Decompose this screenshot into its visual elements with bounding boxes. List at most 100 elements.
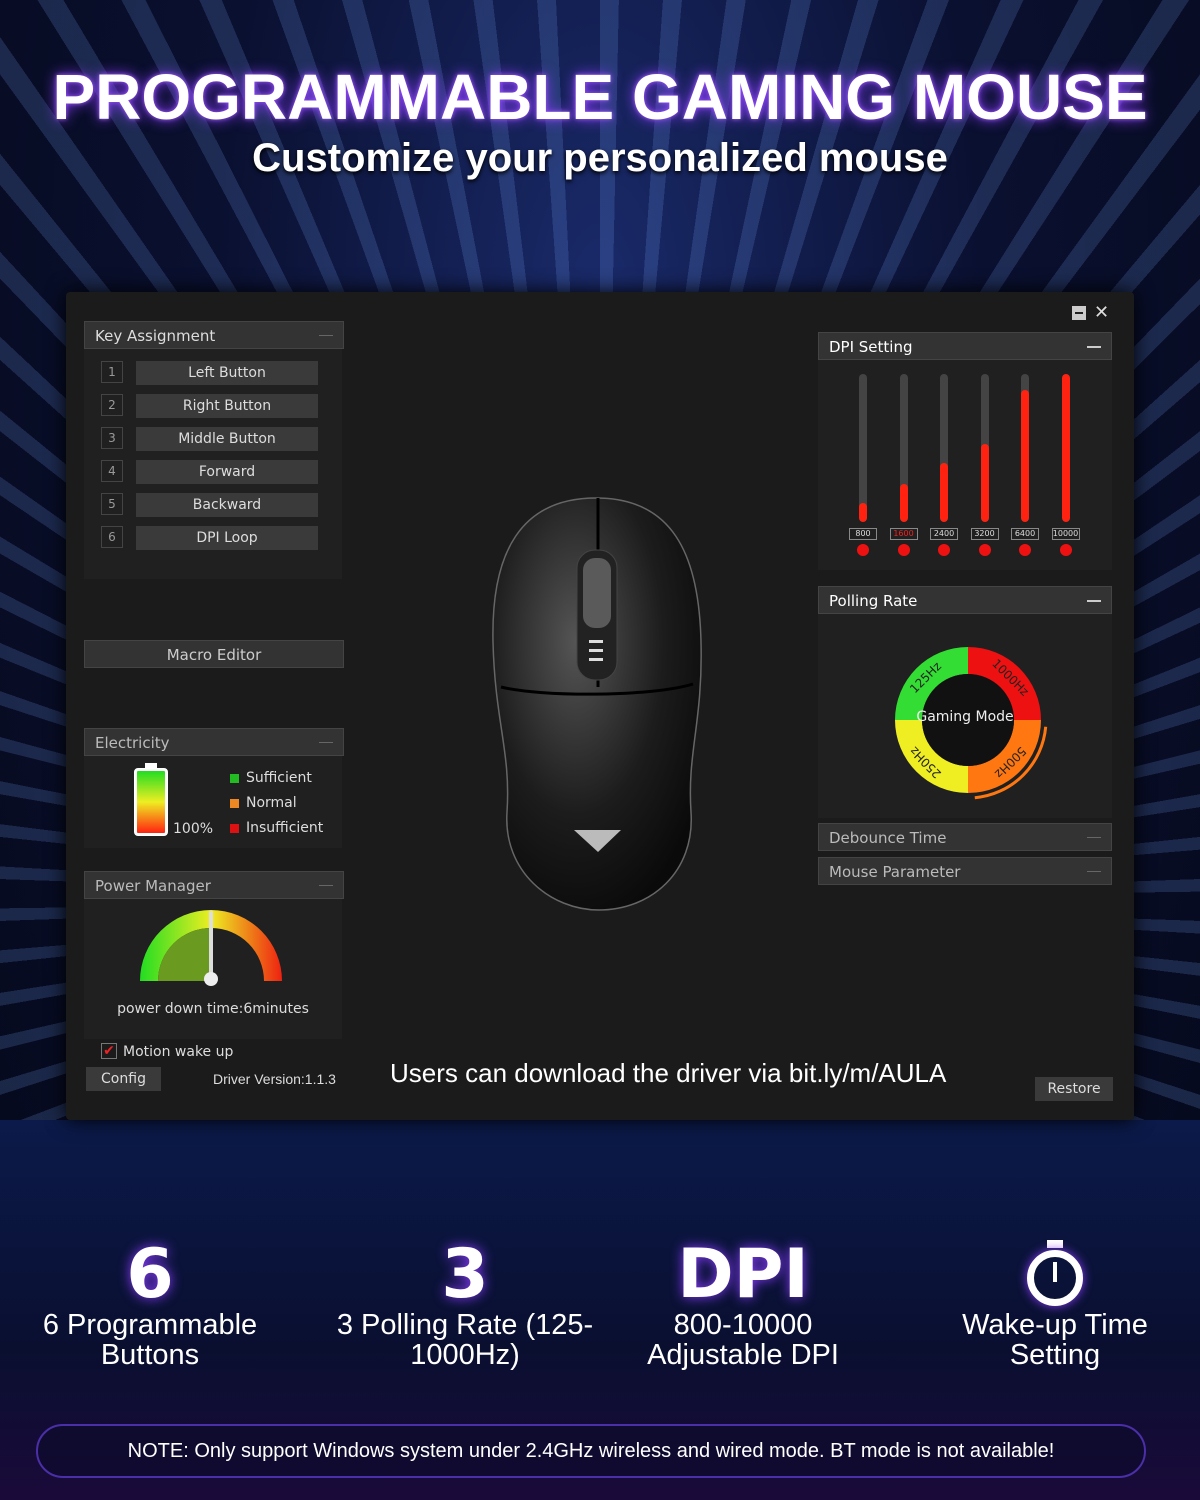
dpi-select-dot[interactable]	[1059, 544, 1072, 556]
ring-center	[922, 674, 1014, 766]
page-subtitle: Customize your personalized mouse	[252, 136, 948, 180]
dpi-slider-fill	[859, 502, 867, 522]
key-assignment-button[interactable]: Backward	[136, 493, 318, 517]
battery-icon	[134, 768, 168, 836]
collapse-icon	[319, 885, 333, 886]
polling-segment-1000Hz[interactable]	[968, 647, 1041, 720]
feature-number: 6	[126, 1235, 174, 1314]
key-assignment-button[interactable]: Left Button	[136, 361, 318, 385]
legend-label: Insufficient	[246, 820, 324, 836]
restore-button[interactable]: Restore	[1035, 1077, 1113, 1101]
dpi-slider-fill	[899, 483, 908, 522]
polling-segment-250Hz[interactable]	[895, 720, 968, 793]
dpi-value-label[interactable]: 800	[849, 528, 877, 540]
legend-swatch	[230, 824, 239, 833]
electricity-header[interactable]: Electricity	[84, 728, 344, 756]
motion-wake-label: Motion wake up	[123, 1044, 234, 1060]
polling-segment-125Hz[interactable]	[895, 647, 968, 720]
dpi-slider[interactable]	[980, 374, 989, 522]
dpi-select-dot[interactable]	[938, 544, 950, 556]
electricity-title: Electricity	[95, 734, 170, 752]
collapse-icon	[319, 335, 333, 336]
dpi-slider-fill	[980, 443, 989, 522]
power-gauge[interactable]	[136, 903, 286, 987]
collapse-icon	[1087, 871, 1101, 872]
dpi-slider[interactable]	[1061, 374, 1070, 522]
collapse-icon	[1087, 346, 1101, 348]
key-number: 1	[101, 361, 123, 383]
dpi-slider-fill	[1061, 374, 1070, 522]
collapse-icon	[319, 742, 333, 743]
dpi-slider[interactable]	[859, 374, 867, 522]
aula-logo	[574, 830, 621, 852]
minus-icon	[1075, 312, 1083, 314]
dpi-select-dot[interactable]	[857, 544, 869, 556]
battery-percent: 100%	[173, 821, 214, 837]
feature-number: DPI	[677, 1235, 809, 1314]
key-assignment-panel: 1 Left Button 2 Right Button 3 Middle Button 4…	[84, 349, 342, 579]
mouse-parameter-header[interactable]: Mouse Parameter	[818, 857, 1112, 885]
feature-text: 6 Programmable Buttons	[42, 1309, 258, 1371]
download-note: Users can download the driver via bit.ly…	[390, 1058, 947, 1088]
dpi-slider[interactable]	[940, 374, 948, 522]
dpi-panel: 800 1600 2400 3200 6400 10000	[818, 360, 1112, 570]
config-button[interactable]: Config	[86, 1067, 161, 1091]
dpi-select-dot[interactable]	[1019, 544, 1031, 556]
key-assignment-button[interactable]: Forward	[136, 460, 318, 484]
key-number: 6	[101, 526, 123, 548]
legend-swatch	[230, 774, 239, 783]
polling-center-label: Gaming Mode	[916, 709, 1014, 725]
compatibility-note: NOTE: Only support Windows system under …	[36, 1424, 1146, 1478]
key-assignment-button[interactable]: Middle Button	[136, 427, 318, 451]
stopwatch-icon	[1025, 1240, 1085, 1306]
gauge-needle	[209, 911, 213, 981]
polling-rate-header[interactable]: Polling Rate	[818, 586, 1112, 614]
key-assignment-title: Key Assignment	[95, 327, 216, 345]
legend-swatch	[230, 799, 239, 808]
macro-editor-button[interactable]: Macro Editor	[84, 640, 344, 668]
dpi-slider-fill	[940, 462, 948, 522]
feature-text: 3 Polling Rate (125-1000Hz)	[336, 1309, 594, 1371]
dpi-setting-header[interactable]: DPI Setting	[818, 332, 1112, 360]
dpi-value-label[interactable]: 3200	[970, 528, 999, 540]
close-button[interactable]: ✕	[1094, 302, 1110, 323]
key-number: 2	[101, 394, 123, 416]
dpi-slider[interactable]	[1021, 374, 1029, 522]
power-manager-title: Power Manager	[95, 877, 211, 895]
key-assignment-header[interactable]: Key Assignment	[84, 321, 344, 349]
motion-wake-checkbox[interactable]: ✔	[101, 1043, 117, 1059]
power-down-time: power down time:6minutes	[117, 1001, 309, 1017]
power-manager-header[interactable]: Power Manager	[84, 871, 344, 899]
power-manager-panel: power down time:6minutes	[84, 899, 342, 1039]
driver-window: ✕ Key Assignment 1 Left Button 2 Right Butt…	[66, 292, 1134, 1120]
dpi-slider[interactable]	[899, 374, 908, 522]
feature-text: Wake-up Time Setting	[962, 1309, 1148, 1371]
key-number: 5	[101, 493, 123, 515]
collapse-icon	[1087, 600, 1101, 602]
minimize-button[interactable]	[1072, 306, 1086, 320]
feature-text: 800-10000 Adjustable DPI	[647, 1309, 839, 1371]
key-number: 3	[101, 427, 123, 449]
dpi-value-label[interactable]: 2400	[930, 528, 958, 540]
collapse-icon	[1087, 837, 1101, 838]
feature-item: DPI 800-10000 Adjustable DPI	[608, 1235, 878, 1371]
page-title: PROGRAMMABLE GAMING MOUSE	[52, 61, 1148, 133]
key-assignment-button[interactable]: DPI Loop	[136, 526, 318, 550]
mouse-image	[492, 497, 702, 911]
dpi-select-dot[interactable]	[897, 544, 910, 556]
battery-cap	[145, 763, 157, 768]
debounce-time-header[interactable]: Debounce Time	[818, 823, 1112, 851]
polling-panel: 125Hz 1000Hz 500Hz 250Hz Gaming Mode	[818, 614, 1112, 818]
mouse-parameter-title: Mouse Parameter	[829, 863, 961, 881]
dpi-select-dot[interactable]	[978, 544, 991, 556]
polling-segment-500Hz[interactable]	[968, 720, 1041, 793]
dpi-value-label[interactable]: 6400	[1011, 528, 1039, 540]
dpi-value-label[interactable]: 1600	[889, 528, 918, 540]
dpi-value-label[interactable]: 10000	[1051, 528, 1080, 540]
driver-version: Driver Version:1.1.3	[213, 1071, 336, 1087]
legend-label: Normal	[246, 795, 297, 811]
key-assignment-button[interactable]: Right Button	[136, 394, 318, 418]
